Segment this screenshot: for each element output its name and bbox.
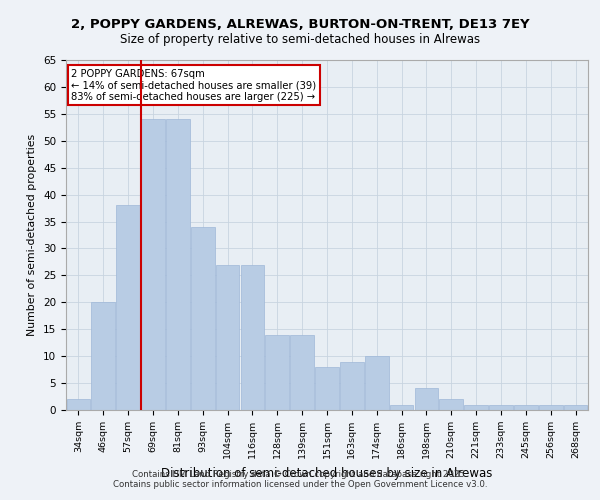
Bar — [415, 388, 438, 410]
Bar — [216, 264, 239, 410]
Text: 2, POPPY GARDENS, ALREWAS, BURTON-ON-TRENT, DE13 7EY: 2, POPPY GARDENS, ALREWAS, BURTON-ON-TRE… — [71, 18, 529, 30]
Bar — [539, 404, 563, 410]
Bar — [116, 206, 140, 410]
Bar — [166, 119, 190, 410]
Text: Size of property relative to semi-detached houses in Alrewas: Size of property relative to semi-detach… — [120, 32, 480, 46]
Bar — [141, 119, 165, 410]
Bar — [241, 264, 264, 410]
Text: 2 POPPY GARDENS: 67sqm
← 14% of semi-detached houses are smaller (39)
83% of sem: 2 POPPY GARDENS: 67sqm ← 14% of semi-det… — [71, 69, 316, 102]
Bar — [489, 404, 513, 410]
Bar — [564, 404, 587, 410]
Bar — [340, 362, 364, 410]
Bar — [514, 404, 538, 410]
Bar — [390, 404, 413, 410]
Bar — [315, 367, 339, 410]
Bar — [191, 227, 215, 410]
Bar — [464, 404, 488, 410]
X-axis label: Distribution of semi-detached houses by size in Alrewas: Distribution of semi-detached houses by … — [161, 466, 493, 479]
Text: Contains HM Land Registry data © Crown copyright and database right 2025.
Contai: Contains HM Land Registry data © Crown c… — [113, 470, 487, 489]
Bar — [91, 302, 115, 410]
Y-axis label: Number of semi-detached properties: Number of semi-detached properties — [28, 134, 37, 336]
Bar — [365, 356, 389, 410]
Bar — [67, 399, 90, 410]
Bar — [439, 399, 463, 410]
Bar — [265, 334, 289, 410]
Bar — [290, 334, 314, 410]
